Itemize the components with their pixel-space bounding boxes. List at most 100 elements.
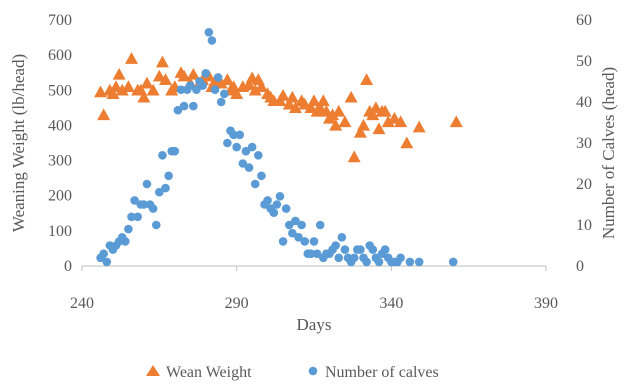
y-left-tick-label: 0 bbox=[64, 258, 72, 275]
number-of-calves-point bbox=[155, 187, 164, 197]
legend-marker-circle bbox=[308, 366, 318, 376]
y-left-tick-label: 700 bbox=[48, 12, 72, 29]
wean-weight-point bbox=[146, 83, 160, 96]
number-of-calves-point bbox=[269, 208, 279, 217]
wean-weight-point bbox=[387, 111, 401, 124]
wean-weight-point bbox=[155, 55, 169, 68]
wean-weight-point bbox=[338, 115, 352, 128]
data-marks bbox=[94, 28, 463, 267]
wean-weight-point bbox=[378, 104, 392, 117]
number-of-calves-point bbox=[288, 228, 297, 238]
wean-weight-point bbox=[106, 87, 120, 99]
number-of-calves-point bbox=[164, 171, 173, 181]
number-of-calves-point bbox=[250, 179, 260, 189]
number-of-calves-point bbox=[380, 245, 390, 254]
number-of-calves-point bbox=[161, 183, 170, 193]
number-of-calves-point bbox=[337, 233, 347, 242]
wean-weight-point bbox=[316, 94, 330, 107]
number-of-calves-point bbox=[281, 204, 291, 213]
number-of-calves-point bbox=[204, 28, 214, 37]
wean-weight-point bbox=[369, 101, 383, 114]
wean-weight-point bbox=[159, 73, 173, 85]
wean-weight-point bbox=[214, 76, 228, 89]
number-of-calves-point bbox=[235, 130, 245, 140]
number-of-calves-point bbox=[192, 85, 201, 94]
wean-weight-point bbox=[186, 67, 200, 80]
number-of-calves-point bbox=[232, 142, 241, 152]
x-tick-label: 390 bbox=[534, 295, 558, 312]
number-of-calves-point bbox=[254, 151, 263, 160]
y-right-tick-label: 50 bbox=[576, 53, 592, 70]
x-tick-label: 340 bbox=[379, 295, 403, 312]
x-tick-label: 240 bbox=[70, 295, 94, 312]
number-of-calves-point bbox=[158, 151, 167, 160]
number-of-calves-point bbox=[102, 257, 112, 267]
wean-weight-point bbox=[242, 78, 256, 91]
number-of-calves-point bbox=[130, 196, 139, 205]
wean-weight-point bbox=[329, 118, 343, 131]
number-of-calves-point bbox=[229, 130, 238, 140]
number-of-calves-point bbox=[349, 253, 359, 263]
number-of-calves-point bbox=[179, 101, 189, 111]
wean-weight-point bbox=[344, 90, 358, 103]
wean-weight-point bbox=[307, 94, 321, 107]
number-of-calves-point bbox=[291, 216, 300, 226]
number-of-calves-point bbox=[133, 212, 142, 222]
number-of-calves-point bbox=[238, 159, 248, 168]
wean-weight-point bbox=[332, 104, 346, 117]
number-of-calves-point bbox=[201, 69, 211, 78]
number-of-calves-point bbox=[173, 105, 183, 115]
number-of-calves-point bbox=[185, 81, 195, 90]
number-of-calves-point bbox=[312, 249, 322, 258]
wean-weight-point bbox=[381, 115, 395, 128]
number-of-calves-point bbox=[139, 200, 149, 209]
wean-weight-point bbox=[285, 90, 299, 103]
number-of-calves-point bbox=[121, 237, 130, 246]
number-of-calves-point bbox=[275, 192, 285, 201]
wean-weight-point bbox=[97, 108, 111, 121]
y-left-tick-label: 100 bbox=[48, 223, 72, 240]
number-of-calves-point bbox=[340, 245, 350, 254]
legend-item-number-of-calves: Number of calves bbox=[308, 364, 439, 381]
number-of-calves-point bbox=[315, 220, 325, 230]
number-of-calves-point bbox=[210, 85, 220, 94]
wean-weight-point bbox=[248, 83, 262, 96]
y-left-tick-label: 300 bbox=[48, 153, 72, 170]
number-of-calves-point bbox=[278, 237, 288, 246]
wean-weight-point bbox=[313, 101, 327, 114]
legend: Wean Weight Number of calves bbox=[146, 364, 439, 381]
number-of-calves-point bbox=[356, 245, 365, 254]
number-of-calves-point bbox=[405, 257, 415, 267]
wean-weight-point bbox=[347, 150, 361, 163]
wean-weight-point bbox=[412, 120, 426, 133]
number-of-calves-point bbox=[309, 237, 319, 246]
number-of-calves-point bbox=[272, 200, 282, 209]
number-of-calves-point bbox=[99, 249, 108, 258]
wean-weight-point bbox=[109, 80, 123, 92]
y-left-tick-label: 200 bbox=[48, 188, 72, 205]
wean-weight-point bbox=[276, 89, 290, 101]
wean-weight-point bbox=[230, 87, 244, 99]
number-of-calves-point bbox=[331, 241, 340, 250]
y-left-tick-label: 500 bbox=[48, 82, 72, 99]
number-of-calves-point bbox=[284, 220, 294, 230]
number-of-calves-point bbox=[198, 81, 207, 90]
y-left-tick-label: 400 bbox=[48, 117, 72, 134]
wean-weight-point bbox=[356, 118, 370, 131]
y-axis-right-title: Number of Calves (head) bbox=[599, 67, 618, 239]
number-of-calves-point bbox=[297, 220, 306, 230]
wean-weight-point bbox=[137, 90, 151, 103]
y-right-tick-label: 0 bbox=[576, 258, 584, 275]
wean-weight-point bbox=[400, 136, 414, 149]
number-of-calves-point bbox=[414, 257, 424, 267]
number-of-calves-point bbox=[127, 212, 136, 222]
wean-weight-point bbox=[112, 67, 126, 80]
wean-weight-point bbox=[115, 83, 129, 96]
wean-weight-point bbox=[360, 73, 374, 85]
number-of-calves-point bbox=[223, 138, 232, 148]
number-of-calves-point bbox=[189, 101, 198, 111]
number-of-calves-point bbox=[263, 196, 272, 205]
legend-marker-triangle bbox=[146, 365, 160, 376]
legend-label-number-of-calves: Number of calves bbox=[325, 364, 439, 381]
